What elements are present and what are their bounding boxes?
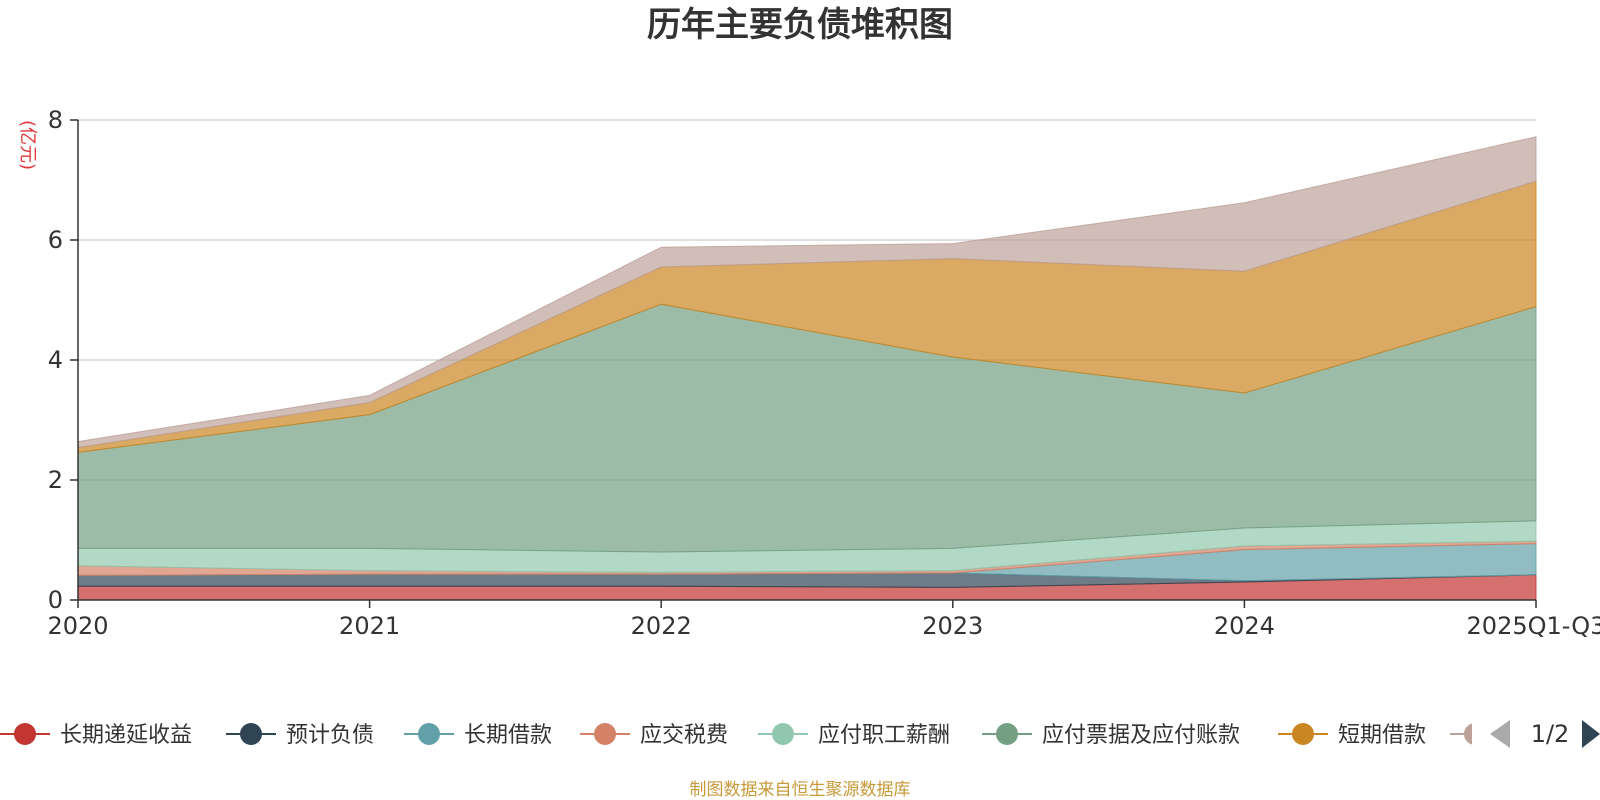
data-source-note: 制图数据来自恒生聚源数据库: [690, 780, 911, 800]
triangle-right-icon[interactable]: [1582, 720, 1600, 748]
x-tick-label-2023: 2023: [922, 612, 983, 640]
legend-label: 应交税费: [640, 723, 728, 748]
x-tick-label-2021: 2021: [339, 612, 400, 640]
legend-item-4[interactable]: 应交税费: [580, 723, 728, 748]
legend-item-3[interactable]: 长期借款: [404, 723, 552, 748]
legend-label: 长期借款: [464, 723, 552, 748]
area-series: [77, 136, 1537, 601]
legend-item-6[interactable]: 应付票据及应付账款: [982, 723, 1240, 748]
legend-label: 长期递延收益: [60, 723, 192, 748]
legend-marker: [14, 723, 36, 745]
legend-marker: [996, 723, 1018, 745]
legend-item-7[interactable]: 短期借款: [1278, 723, 1426, 748]
area-series-8: [77, 136, 1537, 449]
legend-marker: [1292, 723, 1314, 745]
x-tick-label-2025Q1-Q3: 2025Q1-Q3: [1467, 612, 1600, 640]
x-tick-label-2024: 2024: [1214, 612, 1275, 640]
legend-label: 短期借款: [1338, 723, 1426, 748]
legend-marker: [594, 723, 616, 745]
x-tick-label-2022: 2022: [631, 612, 692, 640]
y-tick-label-8: 8: [48, 106, 63, 134]
legend-label: 预计负债: [286, 723, 374, 748]
axes: 0 2 4 6 8 2020 2021 2022 2023 2024 2025Q1-Q3: [47, 106, 1600, 640]
legend[interactable]: 长期递延收益 预计负债 长期借款 应交税费 应付职工薪酬 应付票据及应付账款 短期借款 1/2: [0, 714, 1600, 754]
legend-item-5[interactable]: 应付职工薪酬: [758, 723, 950, 748]
legend-marker: [418, 723, 440, 745]
legend-marker: [772, 723, 794, 745]
triangle-left-icon[interactable]: [1490, 720, 1510, 748]
legend-item-2[interactable]: 预计负债: [226, 723, 374, 748]
legend-page-indicator: 1/2: [1531, 720, 1570, 748]
legend-marker: [240, 723, 262, 745]
legend-label: 应付票据及应付账款: [1042, 723, 1240, 748]
x-tick-label-2020: 2020: [47, 612, 108, 640]
y-tick-label-6: 6: [48, 226, 63, 254]
legend-label: 应付职工薪酬: [818, 723, 950, 748]
y-tick-label-4: 4: [48, 346, 63, 374]
y-tick-label-2: 2: [48, 466, 63, 494]
chart-title: 历年主要负债堆积图: [647, 5, 953, 45]
y-tick-label-0: 0: [48, 586, 63, 614]
y-axis-unit: (亿元): [17, 120, 38, 170]
legend-item-1[interactable]: 长期递延收益: [0, 723, 192, 748]
